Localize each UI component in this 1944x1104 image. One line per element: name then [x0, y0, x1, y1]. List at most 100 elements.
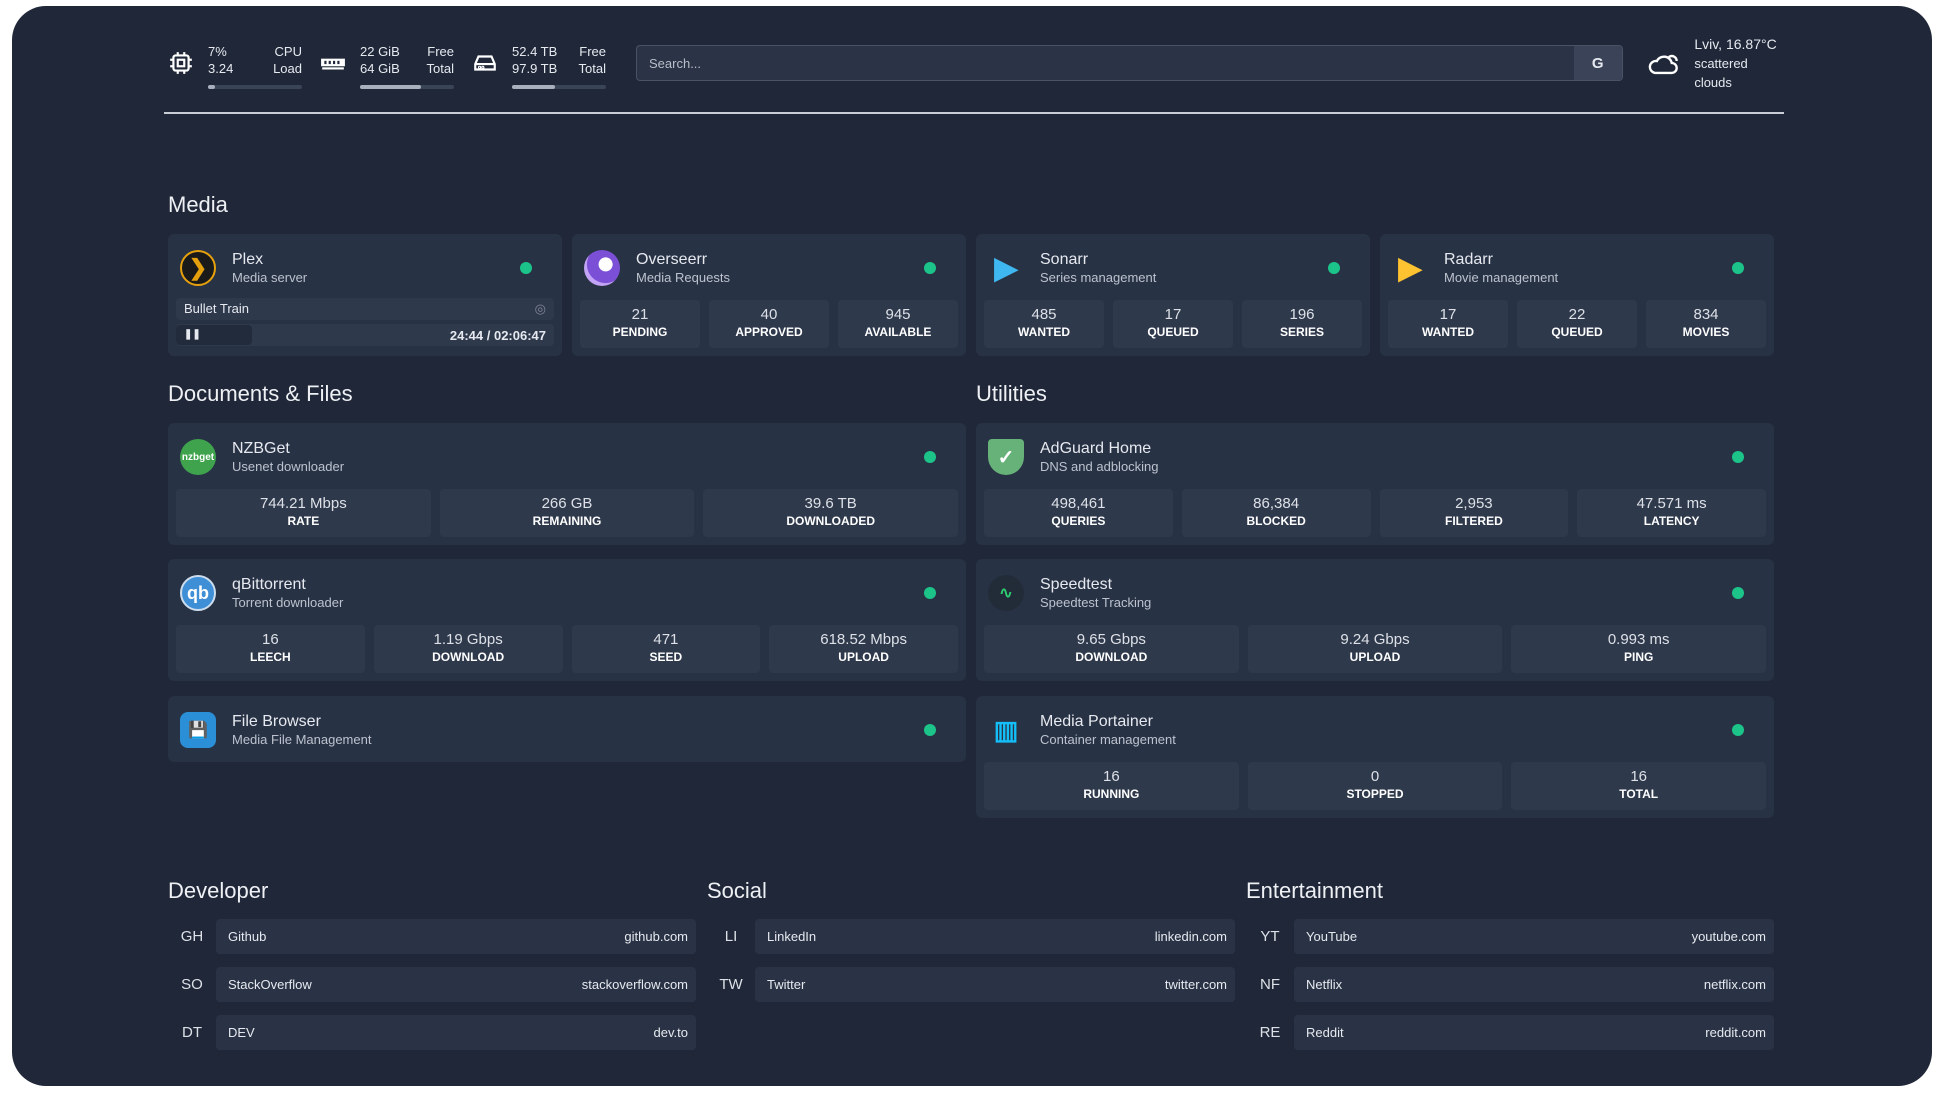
service-card-radarr[interactable]: ▶ Radarr Movie management 17 WANTED 22 QUEUED 8… — [1380, 234, 1774, 356]
service-card-nzbget[interactable]: nzbget NZBGet Usenet downloader 744.21 Mbps… — [168, 423, 966, 545]
disk-free: 52.4 TB — [512, 44, 558, 59]
bookmark-name: YouTube — [1306, 929, 1358, 944]
service-stats: 16 LEECH 1.19 Gbps DOWNLOAD 471 SEED 618.52 Mb… — [176, 625, 958, 673]
bookmark-linkedin[interactable]: LI LinkedIn linkedin.com — [707, 919, 1235, 954]
stat-value: 471 — [653, 631, 679, 648]
service-name[interactable]: qBittorrent — [232, 576, 306, 593]
bookmark-reddit[interactable]: RE Reddit reddit.com — [1246, 1015, 1774, 1050]
bookmark-youtube[interactable]: YT YouTube youtube.com — [1246, 919, 1774, 954]
bookmark-link[interactable]: StackOverflow stackoverflow.com — [216, 967, 696, 1002]
service-name[interactable]: Plex — [232, 251, 264, 268]
speedtest-logo-icon: ∿ — [988, 575, 1024, 611]
stat-value: 834 — [1693, 306, 1719, 323]
nzbget-logo-icon: nzbget — [180, 439, 216, 475]
service-name[interactable]: Speedtest — [1040, 576, 1113, 593]
service-description: Media Requests — [636, 270, 730, 285]
service-description: Usenet downloader — [232, 459, 345, 474]
search-provider-button[interactable]: G — [1573, 46, 1622, 80]
search-input[interactable] — [637, 55, 1574, 71]
service-card-file-browser[interactable]: 💾 File Browser Media File Management — [168, 696, 966, 762]
bookmark-link[interactable]: Netflix netflix.com — [1294, 967, 1774, 1002]
stat-pending: 21 PENDING — [580, 300, 700, 348]
weather-widget: Lviv, 16.87°C scattered clouds — [1647, 35, 1788, 92]
service-name[interactable]: Sonarr — [1040, 251, 1089, 268]
service-description: Torrent downloader — [232, 595, 344, 610]
stat-label: DOWNLOADED — [786, 514, 876, 528]
status-indicator — [924, 724, 936, 736]
stat-series: 196 SERIES — [1242, 300, 1362, 348]
stat-value: 0 — [1370, 768, 1380, 785]
cpu-label: CPU — [274, 44, 302, 59]
stream-info-icon[interactable]: ◎ — [534, 301, 546, 316]
header: 7% 3.24 CPU Load 22 GiB 64 GiB Free Total 52.4… — [168, 36, 1788, 90]
service-card-adguard-home[interactable]: ✓ AdGuard Home DNS and adblocking 498,461 QU… — [976, 423, 1774, 545]
pause-button[interactable]: ❚❚ — [176, 325, 252, 345]
cpu-load: 3.24 — [208, 61, 234, 76]
stat-value: 21 — [631, 306, 649, 323]
stat-wanted: 485 WANTED — [984, 300, 1104, 348]
service-card-media-portainer[interactable]: ▥ Media Portainer Container management 16 RU… — [976, 696, 1774, 818]
memory-free: 22 GiB — [360, 44, 400, 59]
bookmark-netflix[interactable]: NF Netflix netflix.com — [1246, 967, 1774, 1002]
stat-value: 9.24 Gbps — [1340, 631, 1410, 648]
dashboard: 7% 3.24 CPU Load 22 GiB 64 GiB Free Total 52.4… — [12, 6, 1932, 1086]
stat-label: RUNNING — [1083, 787, 1140, 801]
section-title-developer: Developer — [168, 878, 269, 903]
stat-label: DOWNLOAD — [1075, 650, 1148, 664]
stat-label: PING — [1624, 650, 1654, 664]
service-stats: 16 RUNNING 0 STOPPED 16 TOTAL — [984, 762, 1767, 810]
free-label: Free — [427, 44, 454, 59]
service-name[interactable]: Media Portainer — [1040, 713, 1153, 730]
service-card-qbittorrent[interactable]: qb qBittorrent Torrent downloader 16 LEECH 1.… — [168, 559, 966, 681]
service-card-plex[interactable]: ❯ Plex Media server Bullet Train ◎ ❚❚ 24:44 / … — [168, 234, 562, 356]
sonarr-logo-icon: ▶ — [994, 251, 1018, 285]
memory-total: 64 GiB — [360, 61, 400, 76]
service-name[interactable]: NZBGet — [232, 440, 290, 457]
service-stats: 17 WANTED 22 QUEUED 834 MOVIES — [1388, 300, 1766, 348]
bookmark-link[interactable]: DEV dev.to — [216, 1015, 696, 1050]
bookmark-link[interactable]: Twitter twitter.com — [755, 967, 1235, 1002]
bookmark-name: StackOverflow — [228, 977, 312, 992]
stat-queued: 17 QUEUED — [1113, 300, 1233, 348]
section-title-utilities: Utilities — [976, 381, 1047, 406]
service-card-sonarr[interactable]: ▶ Sonarr Series management 485 WANTED 17 QUEUE… — [976, 234, 1370, 356]
cpu-percent: 7% — [208, 44, 227, 59]
service-stats: 21 PENDING 40 APPROVED 945 AVAILABLE — [580, 300, 958, 348]
memory-bar — [360, 85, 454, 89]
bookmark-abbr: DT — [182, 1024, 202, 1041]
bookmark-url: youtube.com — [1691, 929, 1766, 944]
stat-movies: 834 MOVIES — [1646, 300, 1766, 348]
stat-value: 618.52 Mbps — [820, 631, 907, 648]
bookmark-link[interactable]: LinkedIn linkedin.com — [755, 919, 1235, 954]
bookmark-link[interactable]: YouTube youtube.com — [1294, 919, 1774, 954]
service-card-speedtest[interactable]: ∿ Speedtest Speedtest Tracking 9.65 Gbps DOW… — [976, 559, 1774, 681]
bookmark-name: Twitter — [767, 977, 806, 992]
stat-wanted: 17 WANTED — [1388, 300, 1508, 348]
stat-queued: 22 QUEUED — [1517, 300, 1637, 348]
service-name[interactable]: File Browser — [232, 713, 321, 730]
bookmark-dev[interactable]: DT DEV dev.to — [168, 1015, 696, 1050]
stat-label: PENDING — [612, 325, 668, 339]
qbittorrent-logo-icon: qb — [180, 575, 216, 611]
bookmark-link[interactable]: Reddit reddit.com — [1294, 1015, 1774, 1050]
stat-value: 16 — [262, 631, 279, 648]
bookmark-link[interactable]: Github github.com — [216, 919, 696, 954]
service-stats: 498,461 QUERIES 86,384 BLOCKED 2,953 FILTERED… — [984, 489, 1766, 537]
bookmark-stackoverflow[interactable]: SO StackOverflow stackoverflow.com — [168, 967, 696, 1002]
playback-time: 24:44 / 02:06:47 — [449, 327, 546, 343]
stat-label: UPLOAD — [1349, 650, 1401, 664]
bookmark-twitter[interactable]: TW Twitter twitter.com — [707, 967, 1235, 1002]
bookmark-github[interactable]: GH Github github.com — [168, 919, 696, 954]
service-name[interactable]: Overseerr — [636, 251, 708, 268]
stat-label: BLOCKED — [1246, 514, 1306, 528]
free-label: Free — [579, 44, 606, 59]
weather-condition: scattered clouds — [1694, 55, 1748, 90]
stat-label: UPLOAD — [838, 650, 889, 664]
service-name[interactable]: AdGuard Home — [1040, 440, 1152, 457]
service-description: Speedtest Tracking — [1040, 595, 1152, 610]
section-title-social: Social — [707, 878, 767, 903]
service-name[interactable]: Radarr — [1444, 251, 1493, 268]
bookmark-abbr: LI — [724, 928, 738, 945]
service-card-overseerr[interactable]: Overseerr Media Requests 21 PENDING 40 APPROV… — [572, 234, 966, 356]
stat-label: LATENCY — [1643, 514, 1700, 528]
